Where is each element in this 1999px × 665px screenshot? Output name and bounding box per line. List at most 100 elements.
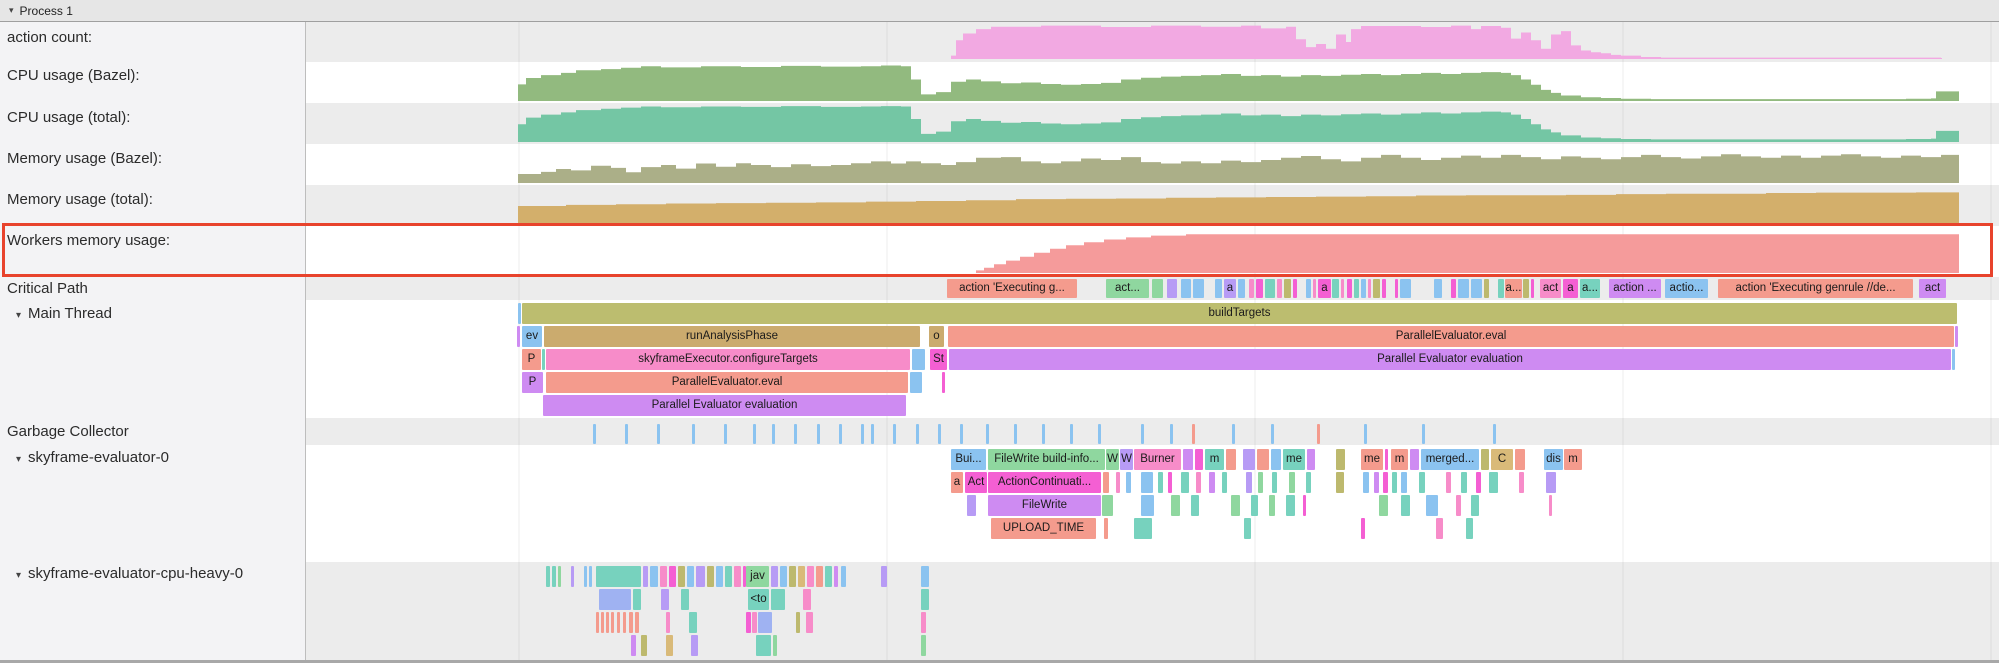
skyframe-evaluator-0-span[interactable] [1272, 472, 1277, 493]
skyframe-evaluator-cpu-heavy-0-span[interactable] [643, 566, 648, 587]
skyframe-evaluator-cpu-heavy-0-span[interactable] [756, 635, 771, 656]
skyframe-evaluator-cpu-heavy-0-span[interactable] [552, 566, 556, 587]
skyframe-evaluator-cpu-heavy-0-span[interactable] [633, 589, 641, 610]
skyframe-evaluator-0-span[interactable] [1251, 495, 1258, 516]
skyframe-evaluator-cpu-heavy-0-span[interactable] [631, 635, 636, 656]
skyframe-evaluator-cpu-heavy-0-span[interactable] [707, 566, 714, 587]
gc-event-tick[interactable] [1098, 424, 1101, 444]
skyframe-evaluator-cpu-heavy-0-span[interactable] [596, 566, 641, 587]
critical-path-span[interactable] [1382, 279, 1386, 298]
skyframe-evaluator-0-span[interactable] [1476, 472, 1481, 493]
critical-path-span[interactable] [1451, 279, 1456, 298]
critical-path-span[interactable] [1167, 279, 1177, 298]
skyframe-evaluator-cpu-heavy-0-span[interactable] [601, 612, 604, 633]
critical-path-span[interactable]: action ... [1609, 279, 1661, 298]
critical-path-span[interactable] [1368, 279, 1371, 298]
skyframe-evaluator-0-span[interactable] [1171, 495, 1180, 516]
skyframe-evaluator-0-span[interactable] [1419, 472, 1425, 493]
critical-path-span[interactable] [1215, 279, 1222, 298]
track-label-main-thread[interactable]: ▾ Main Thread [16, 305, 112, 322]
critical-path-span[interactable] [1471, 279, 1482, 298]
skyframe-evaluator-0-span[interactable] [1461, 472, 1467, 493]
main-thread-span[interactable] [912, 349, 925, 370]
skyframe-evaluator-0-span[interactable] [1466, 518, 1473, 539]
skyframe-evaluator-0-span[interactable] [1546, 472, 1556, 493]
gc-event-tick[interactable] [1422, 424, 1425, 444]
critical-path-span[interactable]: a... [1505, 279, 1522, 298]
critical-path-span[interactable] [1400, 279, 1411, 298]
skyframe-evaluator-cpu-heavy-0-span[interactable] [635, 612, 639, 633]
gc-event-tick[interactable] [1170, 424, 1173, 444]
gc-event-tick[interactable] [1192, 424, 1195, 444]
skyframe-evaluator-cpu-heavy-0-span[interactable] [589, 566, 592, 587]
main-thread-span[interactable]: runAnalysisPhase [544, 326, 920, 347]
skyframe-evaluator-cpu-heavy-0-span[interactable] [623, 612, 626, 633]
mem_bazel-chart[interactable] [518, 154, 1959, 183]
main-thread-span[interactable] [1955, 326, 1958, 347]
skyframe-evaluator-0-span[interactable] [1209, 472, 1215, 493]
skyframe-evaluator-0-span[interactable] [1303, 495, 1306, 516]
gc-event-tick[interactable] [986, 424, 989, 444]
skyframe-evaluator-cpu-heavy-0-span[interactable] [681, 589, 689, 610]
skyframe-evaluator-0-span[interactable] [1257, 449, 1269, 470]
skyframe-evaluator-0-span[interactable]: ActionContinuati... [988, 472, 1101, 493]
critical-path-span[interactable] [1354, 279, 1359, 298]
main-thread-span[interactable]: ParallelEvaluator.eval [948, 326, 1954, 347]
skyframe-evaluator-0-span[interactable]: W [1106, 449, 1119, 470]
skyframe-evaluator-0-span[interactable] [1158, 472, 1163, 493]
skyframe-evaluator-cpu-heavy-0-span[interactable] [789, 566, 796, 587]
skyframe-evaluator-cpu-heavy-0-span[interactable] [691, 635, 698, 656]
skyframe-evaluator-cpu-heavy-0-span[interactable] [806, 612, 813, 633]
critical-path-span[interactable]: actio... [1665, 279, 1708, 298]
skyframe-evaluator-0-span[interactable] [1549, 495, 1552, 516]
skyframe-evaluator-cpu-heavy-0-span[interactable] [678, 566, 685, 587]
critical-path-span[interactable] [1193, 279, 1204, 298]
critical-path-span[interactable] [1531, 279, 1534, 298]
gc-event-tick[interactable] [1364, 424, 1367, 444]
skyframe-evaluator-cpu-heavy-0-span[interactable] [546, 566, 550, 587]
skyframe-evaluator-0-span[interactable] [1141, 495, 1154, 516]
skyframe-evaluator-0-span[interactable]: m [1205, 449, 1224, 470]
main-thread-span[interactable] [542, 349, 545, 370]
skyframe-evaluator-0-span[interactable] [1446, 472, 1451, 493]
skyframe-evaluator-cpu-heavy-0-span[interactable] [617, 612, 620, 633]
main-thread-span[interactable]: buildTargets [522, 303, 1957, 324]
critical-path-span[interactable] [1523, 279, 1529, 298]
skyframe-evaluator-0-span[interactable] [1183, 449, 1193, 470]
skyframe-evaluator-cpu-heavy-0-span[interactable] [803, 589, 811, 610]
skyframe-evaluator-cpu-heavy-0-span[interactable] [734, 566, 741, 587]
skyframe-evaluator-0-span[interactable] [1181, 472, 1189, 493]
skyframe-evaluator-0-span[interactable]: dis [1544, 449, 1563, 470]
skyframe-evaluator-0-span[interactable]: m [1391, 449, 1408, 470]
skyframe-evaluator-0-span[interactable] [1289, 472, 1295, 493]
skyframe-evaluator-0-span[interactable] [1336, 449, 1345, 470]
skyframe-evaluator-0-span[interactable] [1246, 472, 1252, 493]
skyframe-evaluator-0-span[interactable] [1374, 472, 1379, 493]
critical-path-span[interactable] [1341, 279, 1344, 298]
critical-path-span[interactable] [1347, 279, 1352, 298]
skyframe-evaluator-0-span[interactable] [1383, 472, 1388, 493]
critical-path-span[interactable]: act [1540, 279, 1561, 298]
skyframe-evaluator-cpu-heavy-0-span[interactable] [807, 566, 814, 587]
main-thread-span[interactable]: skyframeExecutor.configureTargets [546, 349, 910, 370]
gc-event-tick[interactable] [625, 424, 628, 444]
critical-path-span[interactable] [1373, 279, 1380, 298]
skyframe-evaluator-cpu-heavy-0-span[interactable] [825, 566, 832, 587]
mem_total-chart[interactable] [518, 192, 1959, 224]
skyframe-evaluator-cpu-heavy-0-span[interactable] [596, 612, 599, 633]
skyframe-evaluator-cpu-heavy-0-span[interactable]: <to [748, 589, 769, 610]
gc-event-tick[interactable] [861, 424, 864, 444]
main-thread-span[interactable] [942, 372, 945, 393]
skyframe-evaluator-0-span[interactable] [1456, 495, 1461, 516]
skyframe-evaluator-0-span[interactable] [1244, 518, 1251, 539]
collapse-arrow-icon[interactable]: ▾ [9, 5, 14, 15]
skyframe-evaluator-cpu-heavy-0-span[interactable] [841, 566, 846, 587]
main-thread-span[interactable]: P [522, 372, 543, 393]
skyframe-evaluator-0-span[interactable] [1401, 472, 1407, 493]
skyframe-evaluator-0-span[interactable]: a [951, 472, 963, 493]
skyframe-evaluator-cpu-heavy-0-span[interactable] [666, 635, 673, 656]
collapse-arrow-icon[interactable]: ▾ [16, 570, 22, 581]
skyframe-evaluator-0-span[interactable] [1307, 449, 1315, 470]
skyframe-evaluator-cpu-heavy-0-span[interactable] [689, 612, 697, 633]
skyframe-evaluator-0-span[interactable] [1258, 472, 1263, 493]
